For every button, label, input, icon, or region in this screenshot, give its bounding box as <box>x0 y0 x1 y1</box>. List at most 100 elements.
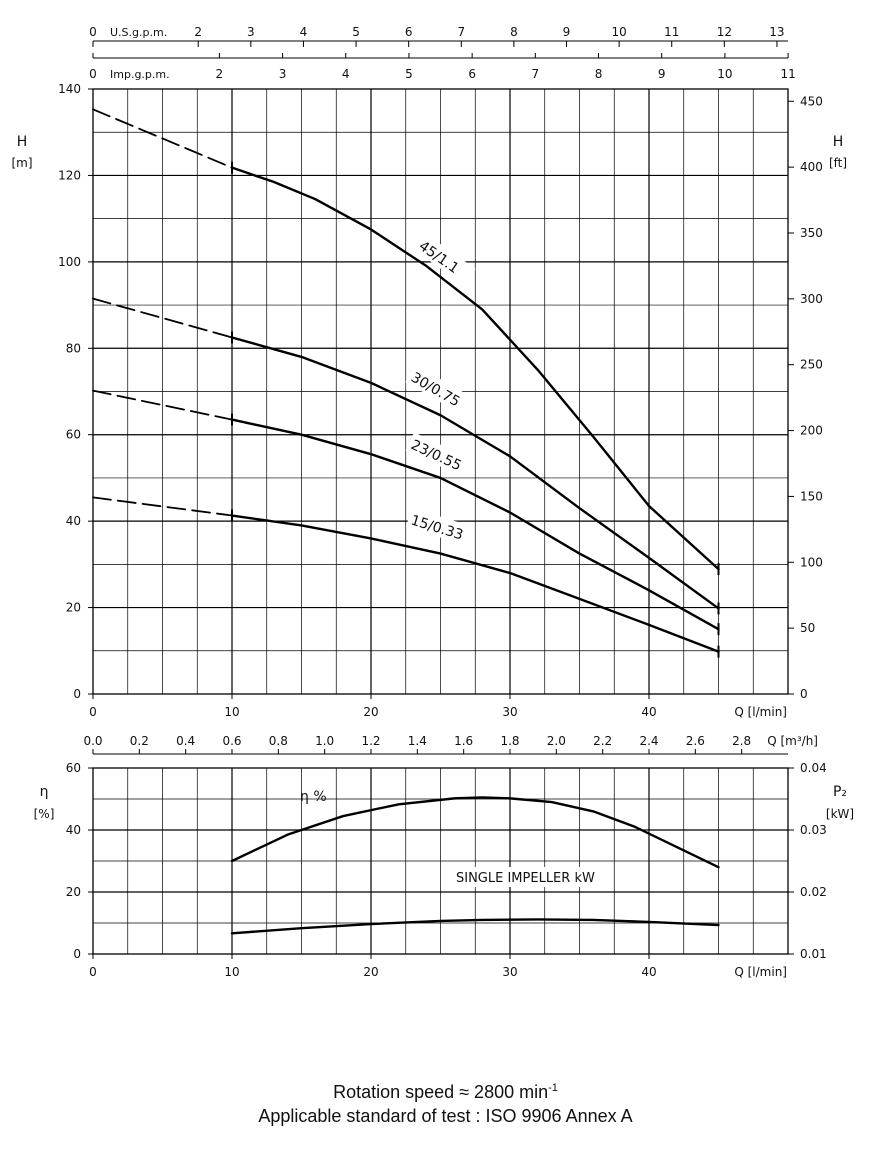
p2-tick-label: 0.03 <box>800 823 827 837</box>
imp-gpm-tick-label: 2 <box>216 67 224 81</box>
curve-label-bg <box>405 507 472 546</box>
power-curve <box>230 918 720 935</box>
imp-gpm-axis-title: Imp.g.p.m. <box>110 68 170 81</box>
x-tick-label-main: 0 <box>89 705 97 719</box>
p2-tick-label: 0.01 <box>800 947 827 961</box>
y-tick-label-left: 120 <box>58 168 81 182</box>
m3h-tick-label: 0.6 <box>222 734 241 748</box>
y-tick-label-right: 300 <box>800 292 823 306</box>
y-tick-label-left: 140 <box>58 82 81 96</box>
curve-label-bg <box>413 233 476 286</box>
y-tick-label-right: 450 <box>800 94 823 108</box>
rotation-speed-note: Rotation speed ≈ 2800 min-1 <box>0 1082 891 1103</box>
rotation-speed-exponent: -1 <box>548 1082 558 1094</box>
us-gpm-tick-label: 0 <box>89 25 97 39</box>
m3h-tick-label: 2.2 <box>593 734 612 748</box>
power-curve-label-bg <box>452 867 610 887</box>
m3h-tick-label: 1.2 <box>361 734 380 748</box>
y-tick-label-right: 100 <box>800 555 823 569</box>
imp-gpm-tick-label: 10 <box>717 67 732 81</box>
us-gpm-axis-title: U.S.g.p.m. <box>110 26 167 39</box>
us-gpm-tick-label: 11 <box>664 25 679 39</box>
y-tick-label-left: 60 <box>66 428 81 442</box>
x-tick-label-lower: 20 <box>363 965 378 979</box>
us-gpm-tick-label: 3 <box>247 25 255 39</box>
us-gpm-tick-label: 6 <box>405 25 413 39</box>
curve-label-bg <box>405 432 471 477</box>
p2-axis-unit: [kW] <box>826 807 854 821</box>
efficiency-curve-label: η % <box>300 789 327 805</box>
m3h-tick-label: 2.4 <box>639 734 658 748</box>
x-tick-label-lower: 0 <box>89 965 97 979</box>
m3h-tick-label: 1.8 <box>500 734 519 748</box>
y-tick-label-right: 150 <box>800 489 823 503</box>
imp-gpm-tick-label: 3 <box>279 67 287 81</box>
us-gpm-tick-label: 9 <box>563 25 571 39</box>
x-tick-label-main: 10 <box>224 705 239 719</box>
y-tick-label-left: 0 <box>73 687 81 701</box>
us-gpm-tick-label: 7 <box>457 25 465 39</box>
y-axis-unit-left: [m] <box>11 156 32 170</box>
us-gpm-tick-label: 5 <box>352 25 360 39</box>
y-tick-label-left: 100 <box>58 255 81 269</box>
us-gpm-tick-label: 10 <box>611 25 626 39</box>
y-tick-label-right: 200 <box>800 424 823 438</box>
x-tick-label-main: 30 <box>502 705 517 719</box>
m3h-axis-title: Q [m³/h] <box>767 734 818 748</box>
x-tick-label-main: 40 <box>641 705 656 719</box>
m3h-tick-label: 2.6 <box>686 734 705 748</box>
y-tick-label-left: 20 <box>66 601 81 615</box>
m3h-tick-label: 0.0 <box>83 734 102 748</box>
y-axis-title-left: H <box>17 134 28 150</box>
us-gpm-tick-label: 12 <box>717 25 732 39</box>
imp-gpm-tick-label: 0 <box>89 67 97 81</box>
x-tick-label-lower: 30 <box>502 965 517 979</box>
imp-gpm-tick-label: 6 <box>468 67 476 81</box>
m3h-tick-label: 0.2 <box>130 734 149 748</box>
imp-gpm-tick-label: 4 <box>342 67 350 81</box>
curve-extension-dashed <box>92 108 233 169</box>
m3h-tick-label: 0.8 <box>269 734 288 748</box>
imp-gpm-tick-label: 9 <box>658 67 666 81</box>
p2-axis-title: P₂ <box>833 784 847 800</box>
y-axis-unit-right: [ft] <box>829 156 847 170</box>
power-curve-label: SINGLE IMPELLER kW <box>456 871 595 886</box>
m3h-tick-label: 0.4 <box>176 734 195 748</box>
p2-tick-label: 0.04 <box>800 761 827 775</box>
lower-grid <box>93 768 788 954</box>
y-tick-label-right: 250 <box>800 358 823 372</box>
hq-curve <box>230 166 720 571</box>
lower-plot-frame <box>92 767 789 955</box>
imp-gpm-tick-label: 8 <box>595 67 603 81</box>
x-tick-label-lower: 10 <box>224 965 239 979</box>
eta-tick-label: 20 <box>66 885 81 899</box>
hq-curve <box>230 336 720 610</box>
us-gpm-tick-label: 8 <box>510 25 518 39</box>
y-tick-label-right: 50 <box>800 621 815 635</box>
eta-tick-label: 60 <box>66 761 81 775</box>
x-tick-label-main: 20 <box>363 705 378 719</box>
imp-gpm-tick-label: 11 <box>780 67 795 81</box>
m3h-tick-label: 1.0 <box>315 734 334 748</box>
eta-tick-label: 0 <box>73 947 81 961</box>
y-tick-label-right: 0 <box>800 687 808 701</box>
m3h-tick-label: 2.8 <box>732 734 751 748</box>
imp-gpm-tick-label: 5 <box>405 67 413 81</box>
hq-curve <box>230 514 720 653</box>
main-grid <box>93 89 788 694</box>
curve-label-bg <box>405 364 470 413</box>
x-axis-title-main: Q [l/min] <box>734 705 787 719</box>
us-gpm-tick-label: 2 <box>194 25 202 39</box>
x-tick-label-lower: 40 <box>641 965 656 979</box>
test-standard-note: Applicable standard of test : ISO 9906 A… <box>258 1106 633 1126</box>
curve-extension-dashed <box>92 389 233 421</box>
p2-tick-label: 0.02 <box>800 885 827 899</box>
m3h-tick-label: 1.6 <box>454 734 473 748</box>
x-axis-title-lower: Q [l/min] <box>734 965 787 979</box>
us-gpm-tick-label: 13 <box>769 25 784 39</box>
eta-axis-title: η <box>40 784 49 800</box>
y-tick-label-left: 80 <box>66 341 81 355</box>
efficiency-curve <box>230 796 720 869</box>
us-gpm-tick-label: 4 <box>300 25 308 39</box>
